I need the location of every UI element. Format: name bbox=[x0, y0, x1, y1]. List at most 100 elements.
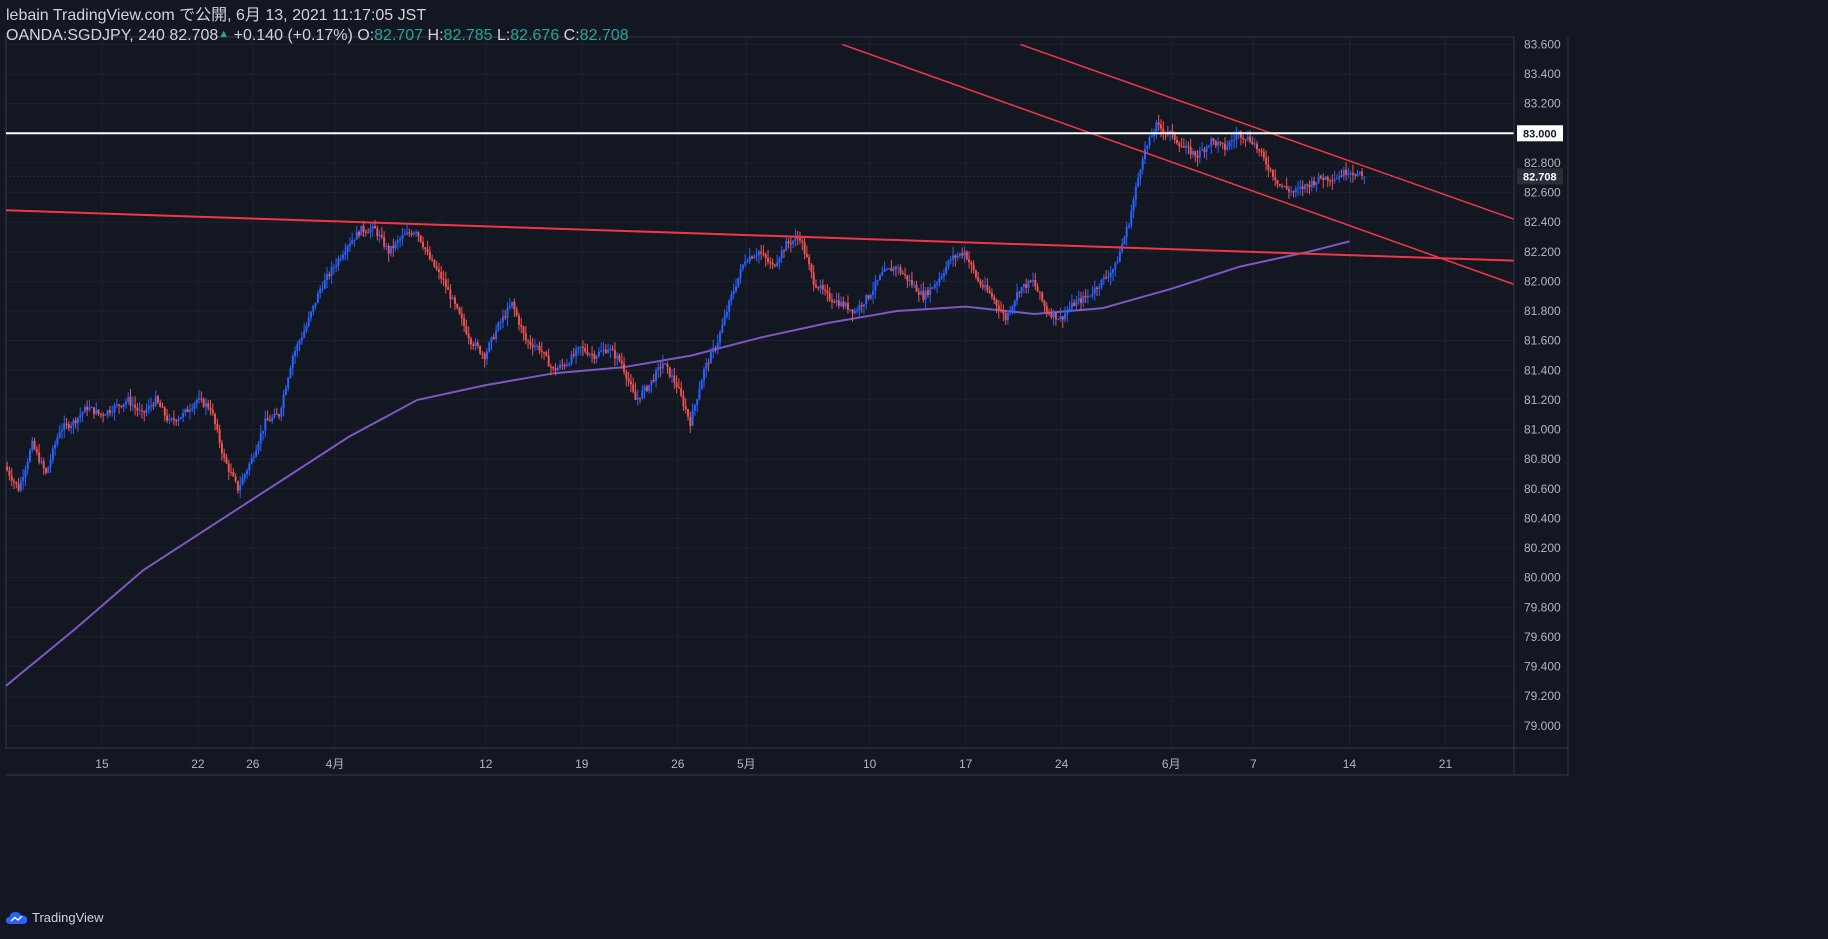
candle-body bbox=[1187, 146, 1190, 148]
candlestick-series bbox=[6, 114, 1366, 498]
candle-body bbox=[95, 409, 98, 415]
candle-body bbox=[483, 353, 486, 360]
candle-body bbox=[230, 471, 233, 473]
candle-body bbox=[1274, 176, 1277, 181]
candle-body bbox=[844, 303, 847, 307]
candle-body bbox=[351, 240, 354, 244]
candle-body bbox=[1178, 143, 1181, 147]
candle-body bbox=[787, 241, 790, 244]
candle-body bbox=[102, 414, 105, 416]
candle-body bbox=[147, 405, 150, 410]
y-tick-label: 83.200 bbox=[1524, 97, 1561, 111]
candle-body bbox=[904, 274, 907, 276]
candle-body bbox=[1182, 146, 1185, 148]
candle-body bbox=[1102, 277, 1105, 280]
trendline-channel-lower bbox=[842, 43, 1515, 286]
candle-body bbox=[1342, 169, 1345, 177]
candle-body bbox=[159, 402, 162, 408]
candle-body bbox=[990, 293, 993, 297]
candle-body bbox=[789, 243, 792, 245]
candle-body bbox=[1020, 286, 1023, 293]
open-value: 82.707 bbox=[374, 27, 424, 44]
x-tick-label: 17 bbox=[959, 757, 973, 771]
candle-body bbox=[412, 232, 415, 235]
candle-body bbox=[118, 404, 121, 406]
candle-body bbox=[1048, 312, 1051, 314]
candle-body bbox=[108, 410, 111, 413]
candle-body bbox=[1006, 312, 1009, 321]
candle-body bbox=[846, 303, 849, 310]
candle-body bbox=[88, 407, 91, 410]
tradingview-brand[interactable]: TradingView bbox=[6, 910, 104, 925]
candle-body bbox=[725, 311, 728, 317]
candle-body bbox=[1112, 269, 1115, 273]
candle-body bbox=[680, 388, 683, 396]
x-tick-label: 26 bbox=[246, 757, 260, 771]
candle-body bbox=[1148, 136, 1151, 146]
candle-body bbox=[419, 235, 422, 242]
candle-body bbox=[310, 311, 313, 318]
candle-body bbox=[1153, 132, 1156, 137]
x-tick-label: 10 bbox=[863, 757, 877, 771]
candle-body bbox=[1086, 296, 1089, 298]
candle-body bbox=[821, 285, 824, 290]
level-label: 83.000 bbox=[1523, 128, 1557, 140]
candle-body bbox=[527, 340, 530, 342]
candle-body bbox=[364, 231, 367, 233]
y-tick-label: 80.800 bbox=[1524, 452, 1561, 466]
candle-body bbox=[803, 242, 806, 254]
candle-body bbox=[529, 341, 532, 345]
candle-body bbox=[1278, 184, 1281, 186]
candle-body bbox=[1324, 176, 1327, 180]
y-tick-label: 81.600 bbox=[1524, 334, 1561, 348]
candle-body bbox=[1313, 180, 1316, 186]
candle-body bbox=[26, 461, 29, 470]
candle-body bbox=[417, 232, 420, 236]
candle-body bbox=[369, 229, 372, 233]
candle-body bbox=[687, 409, 690, 417]
candle-body bbox=[661, 363, 664, 369]
candle-body bbox=[1283, 186, 1286, 188]
candle-body bbox=[782, 250, 785, 252]
candle-body bbox=[657, 367, 660, 371]
candle-body bbox=[671, 375, 674, 377]
candle-body bbox=[792, 240, 795, 245]
candle-body bbox=[842, 301, 845, 307]
candle-body bbox=[1233, 139, 1236, 141]
candle-body bbox=[490, 337, 493, 343]
candle-body bbox=[47, 466, 50, 473]
candle-body bbox=[1045, 306, 1048, 313]
candle-body bbox=[732, 291, 735, 295]
x-tick-label: 22 bbox=[191, 757, 205, 771]
candle-body bbox=[198, 398, 201, 400]
candle-body bbox=[305, 325, 308, 332]
candle-body bbox=[952, 255, 955, 260]
candle-body bbox=[220, 443, 223, 454]
candle-body bbox=[769, 261, 772, 263]
candle-body bbox=[154, 396, 157, 406]
x-tick-label: 26 bbox=[671, 757, 685, 771]
candle-body bbox=[140, 410, 143, 412]
candle-body bbox=[899, 267, 902, 273]
candle-body bbox=[1358, 171, 1361, 174]
candle-body bbox=[150, 405, 153, 407]
candle-body bbox=[120, 405, 123, 407]
candle-body bbox=[540, 350, 543, 352]
y-tick-label: 81.000 bbox=[1524, 423, 1561, 437]
candle-body bbox=[65, 423, 68, 425]
candle-body bbox=[204, 403, 207, 407]
y-tick-label: 80.600 bbox=[1524, 482, 1561, 496]
candle-body bbox=[890, 268, 893, 272]
candle-body bbox=[981, 284, 984, 288]
candle-body bbox=[241, 478, 244, 485]
candle-body bbox=[383, 237, 386, 247]
candle-body bbox=[796, 237, 799, 239]
candle-body bbox=[10, 475, 13, 481]
candle-body bbox=[314, 302, 317, 306]
candle-body bbox=[358, 231, 361, 236]
candle-body bbox=[808, 257, 811, 265]
candle-body bbox=[300, 337, 303, 341]
candle-body bbox=[744, 261, 747, 265]
candle-body bbox=[785, 241, 788, 251]
